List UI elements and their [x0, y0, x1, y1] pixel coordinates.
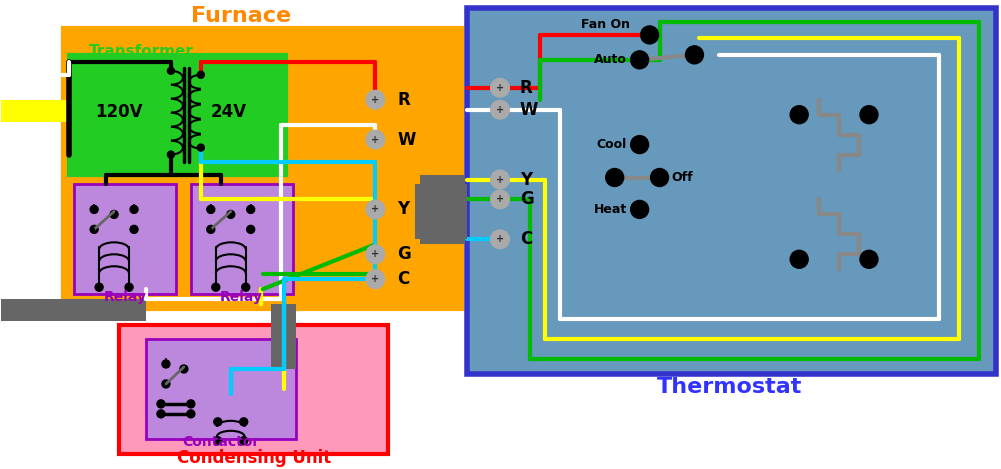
Bar [119, 325, 388, 454]
Text: W: W [397, 130, 415, 149]
Text: +: + [371, 204, 379, 214]
Text: Furnace: Furnace [190, 6, 290, 26]
Text: C: C [520, 230, 533, 248]
Text: Heat: Heat [594, 203, 627, 216]
Text: 120V: 120V [95, 103, 143, 121]
Text: G: G [520, 190, 534, 208]
Circle shape [631, 51, 649, 69]
Text: +: + [371, 95, 379, 105]
Text: R: R [397, 91, 410, 109]
Circle shape [187, 410, 195, 418]
Circle shape [631, 136, 649, 153]
Circle shape [162, 360, 170, 368]
Circle shape [214, 437, 222, 445]
Text: +: + [495, 105, 505, 115]
Circle shape [207, 226, 215, 234]
Circle shape [130, 226, 138, 234]
Text: +: + [495, 174, 505, 184]
Circle shape [651, 168, 669, 187]
Text: Transformer: Transformer [88, 45, 193, 60]
Bar [74, 184, 176, 294]
Text: +: + [495, 83, 505, 93]
Circle shape [491, 171, 509, 189]
Circle shape [167, 151, 174, 158]
Circle shape [125, 283, 133, 291]
Text: Fan On: Fan On [581, 18, 630, 31]
Circle shape [212, 283, 220, 291]
Circle shape [606, 168, 624, 187]
Text: Relay: Relay [103, 290, 146, 304]
Circle shape [790, 250, 808, 268]
Text: Y: Y [397, 200, 409, 219]
Circle shape [860, 106, 878, 124]
Circle shape [366, 91, 384, 109]
Text: Off: Off [672, 171, 693, 184]
Text: Contactor: Contactor [182, 435, 259, 449]
Text: R: R [520, 79, 533, 97]
Bar [1, 100, 69, 121]
Circle shape [366, 131, 384, 149]
Circle shape [95, 283, 103, 291]
Text: +: + [371, 250, 379, 259]
Circle shape [207, 205, 215, 213]
Text: G: G [397, 245, 411, 263]
Bar [69, 55, 285, 174]
Text: +: + [371, 135, 379, 144]
Circle shape [90, 205, 98, 213]
Bar [1, 299, 146, 321]
Circle shape [162, 380, 170, 388]
Circle shape [860, 250, 878, 268]
Circle shape [197, 71, 204, 78]
Circle shape [214, 418, 222, 426]
Circle shape [241, 283, 249, 291]
Circle shape [167, 68, 174, 74]
Circle shape [641, 26, 659, 44]
Bar [191, 184, 292, 294]
Text: Auto: Auto [594, 53, 627, 66]
Bar [415, 184, 467, 239]
Text: +: + [371, 274, 379, 284]
Text: W: W [520, 101, 539, 119]
Circle shape [491, 190, 509, 208]
Circle shape [157, 410, 165, 418]
Text: +: + [495, 195, 505, 204]
Circle shape [366, 200, 384, 219]
Bar [420, 174, 465, 244]
Text: Condensing Unit: Condensing Unit [176, 449, 330, 467]
Circle shape [130, 205, 138, 213]
Circle shape [197, 144, 204, 151]
Circle shape [180, 365, 188, 373]
Bar [63, 28, 462, 309]
Text: 24V: 24V [210, 103, 247, 121]
Text: Y: Y [520, 171, 533, 189]
Circle shape [110, 211, 118, 219]
Circle shape [227, 211, 235, 219]
Circle shape [491, 101, 509, 119]
Circle shape [366, 270, 384, 288]
Text: Thermostat: Thermostat [657, 377, 802, 397]
Circle shape [187, 400, 195, 408]
Text: Cool: Cool [597, 138, 627, 151]
Circle shape [246, 205, 254, 213]
Circle shape [631, 200, 649, 219]
Bar [270, 304, 295, 369]
Circle shape [790, 106, 808, 124]
Circle shape [491, 230, 509, 248]
Circle shape [246, 226, 254, 234]
Circle shape [366, 245, 384, 263]
Circle shape [239, 437, 247, 445]
Text: Relay: Relay [220, 290, 263, 304]
Circle shape [90, 226, 98, 234]
Bar [146, 339, 295, 439]
Circle shape [239, 418, 247, 426]
Circle shape [157, 400, 165, 408]
Circle shape [686, 46, 704, 64]
Text: +: + [495, 234, 505, 244]
Circle shape [491, 79, 509, 97]
Text: C: C [397, 270, 409, 288]
Bar [467, 8, 996, 374]
